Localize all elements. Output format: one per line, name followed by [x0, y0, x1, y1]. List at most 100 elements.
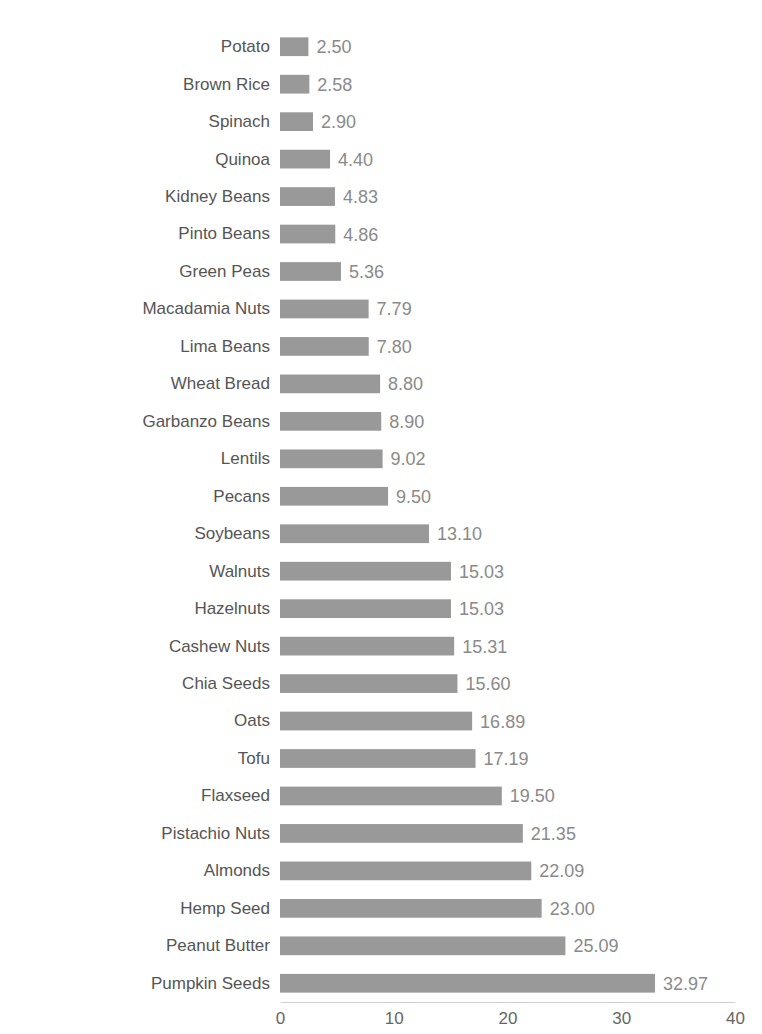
data-label: 19.50 — [510, 786, 555, 806]
bar — [280, 487, 388, 506]
bars — [280, 37, 655, 992]
y-tick: Kidney Beans — [165, 187, 280, 206]
bar — [280, 674, 457, 693]
y-tick: Pistachio Nuts — [161, 824, 280, 843]
y-tick-label: Potato — [221, 37, 270, 56]
y-tick-label: Spinach — [209, 112, 270, 131]
y-tick: Pinto Beans — [178, 224, 280, 243]
y-tick: Macadamia Nuts — [142, 299, 280, 318]
y-tick-label: Cashew Nuts — [169, 637, 270, 656]
data-label: 21.35 — [531, 824, 576, 844]
y-tick-label: Brown Rice — [183, 75, 270, 94]
data-label: 25.09 — [573, 936, 618, 956]
x-tick-label: 0 — [276, 1009, 285, 1028]
bar — [280, 974, 655, 993]
y-tick: Pecans — [213, 487, 280, 506]
x-tick: 10 — [385, 1002, 404, 1028]
bar — [280, 375, 380, 394]
data-label: 7.80 — [377, 337, 412, 357]
bar — [280, 75, 309, 94]
data-label: 32.97 — [663, 974, 708, 994]
bar — [280, 225, 335, 244]
y-tick: Pumpkin Seeds — [151, 974, 280, 993]
bar — [280, 524, 429, 543]
x-tick: 40 — [726, 1002, 745, 1028]
y-tick: Peanut Butter — [166, 936, 280, 955]
y-tick: Garbanzo Beans — [142, 412, 280, 431]
y-tick-label: Flaxseed — [201, 786, 270, 805]
y-tick: Lentils — [221, 449, 280, 468]
chart: 2.502.582.904.404.834.865.367.797.808.80… — [0, 0, 762, 1034]
bar — [280, 187, 335, 206]
y-tick-label: Garbanzo Beans — [142, 412, 270, 431]
bar — [280, 862, 531, 881]
y-tick: Tofu — [238, 749, 280, 768]
y-tick: Almonds — [204, 861, 280, 880]
y-tick-label: Kidney Beans — [165, 187, 270, 206]
bar — [280, 899, 542, 918]
x-tick-label: 40 — [726, 1009, 745, 1028]
data-label: 4.40 — [338, 150, 373, 170]
data-label: 17.19 — [484, 749, 529, 769]
y-tick-label: Hazelnuts — [194, 599, 270, 618]
x-tick-label: 20 — [499, 1009, 518, 1028]
data-label: 15.03 — [459, 599, 504, 619]
y-tick: Wheat Bread — [171, 374, 280, 393]
data-label: 16.89 — [480, 712, 525, 732]
x-axis: 0 10 20 30 40 — [276, 1002, 745, 1028]
data-label: 9.50 — [396, 487, 431, 507]
data-label: 8.90 — [389, 412, 424, 432]
y-tick: Lima Beans — [180, 337, 280, 356]
bar — [280, 412, 381, 431]
bar — [280, 337, 369, 356]
data-label: 2.50 — [316, 37, 351, 57]
y-tick-label: Green Peas — [179, 262, 270, 281]
y-tick-label: Peanut Butter — [166, 936, 270, 955]
y-tick-label: Walnuts — [209, 562, 270, 581]
bar — [280, 37, 308, 56]
bar — [280, 262, 341, 281]
y-axis: Potato Brown Rice Spinach Quinoa Kidney Bean… — [142, 37, 280, 993]
y-tick: Potato — [221, 37, 280, 56]
bar — [280, 712, 472, 731]
y-tick-label: Lima Beans — [180, 337, 270, 356]
y-tick: Quinoa — [215, 150, 280, 169]
data-labels: 2.502.582.904.404.834.865.367.797.808.80… — [316, 37, 708, 994]
x-tick-label: 10 — [385, 1009, 404, 1028]
y-tick-label: Chia Seeds — [182, 674, 270, 693]
x-axis-line — [281, 1002, 736, 1003]
data-label: 4.86 — [343, 225, 378, 245]
y-tick-label: Almonds — [204, 861, 270, 880]
bar — [280, 824, 523, 843]
x-tick: 0 — [276, 1002, 285, 1028]
y-tick-label: Lentils — [221, 449, 270, 468]
y-tick-label: Tofu — [238, 749, 270, 768]
y-tick-label: Pecans — [213, 487, 270, 506]
data-label: 13.10 — [437, 524, 482, 544]
bar — [280, 936, 565, 955]
data-label: 9.02 — [391, 449, 426, 469]
y-tick: Spinach — [209, 112, 280, 131]
data-label: 2.58 — [317, 75, 352, 95]
data-label: 5.36 — [349, 262, 384, 282]
data-label: 15.31 — [462, 637, 507, 657]
bar — [280, 599, 451, 618]
data-label: 8.80 — [388, 374, 423, 394]
data-label: 15.60 — [465, 674, 510, 694]
x-tick-label: 30 — [612, 1009, 631, 1028]
y-tick-label: Quinoa — [215, 150, 270, 169]
bar — [280, 562, 451, 581]
bar — [280, 112, 313, 131]
bar — [280, 749, 476, 768]
y-tick: Green Peas — [179, 262, 280, 281]
bar — [280, 150, 330, 169]
data-label: 4.83 — [343, 187, 378, 207]
y-tick: Cashew Nuts — [169, 637, 280, 656]
x-tick: 20 — [499, 1002, 518, 1028]
bar — [280, 787, 502, 806]
y-tick: Flaxseed — [201, 786, 280, 805]
bar — [280, 637, 454, 656]
x-tick: 30 — [612, 1002, 631, 1028]
data-label: 23.00 — [550, 899, 595, 919]
data-label: 2.90 — [321, 112, 356, 132]
